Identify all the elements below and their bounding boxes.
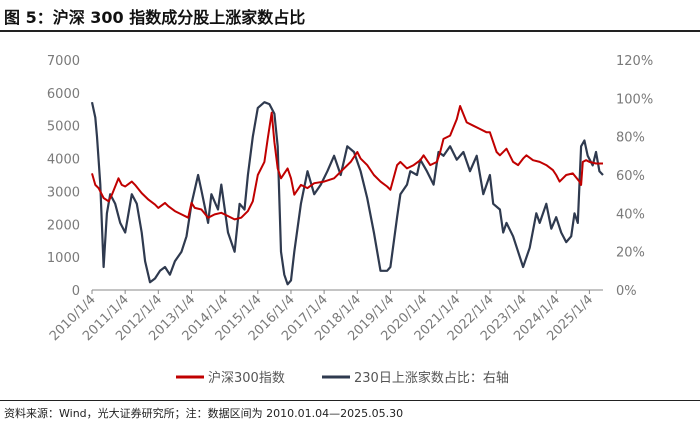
series-layer — [90, 101, 604, 286]
bottom-rule — [0, 400, 700, 401]
chart: 0 1000 2000 3000 4000 5000 6000 7000 0% 20% 40% 60%… — [47, 54, 653, 386]
y-left-tick-label: 0 — [72, 284, 80, 299]
y-right-tick-label: 0% — [616, 284, 637, 299]
y-right-tick-label: 100% — [616, 92, 653, 107]
series-hs300-line — [91, 105, 603, 221]
y-left-tick-label: 1000 — [47, 251, 80, 266]
y-left-tick-label: 7000 — [47, 54, 80, 69]
y-right-tick-label: 80% — [616, 131, 645, 146]
y-left-tick-label: 5000 — [47, 120, 80, 135]
y-right-tick-label: 40% — [616, 207, 645, 222]
y-right-tick-label: 20% — [616, 246, 645, 261]
legend-label-hs300: 沪深300指数 — [208, 370, 285, 386]
legend-label-up-ratio: 230日上涨家数占比：右轴 — [354, 370, 509, 386]
title-bar: 图 5：沪深 300 指数成分股上涨家数占比 — [0, 0, 700, 32]
source-note: 资料来源：Wind，光大证券研究所；注：数据区间为 2010.01.04—202… — [4, 407, 404, 420]
chart-title: 图 5：沪深 300 指数成分股上涨家数占比 — [4, 8, 306, 27]
series-up-ratio-line — [90, 101, 604, 286]
y-left-tick-label: 2000 — [47, 218, 80, 233]
legend: 沪深300指数 230日上涨家数占比：右轴 — [176, 370, 509, 386]
y-right-tick-label: 120% — [616, 54, 653, 69]
y-left-tick-label: 4000 — [47, 153, 80, 168]
axes: 0 1000 2000 3000 4000 5000 6000 7000 0% 20% 40% 60%… — [47, 54, 653, 344]
y-left-tick-label: 6000 — [47, 87, 80, 102]
y-right-tick-label: 60% — [616, 169, 645, 184]
y-left-tick-label: 3000 — [47, 185, 80, 200]
